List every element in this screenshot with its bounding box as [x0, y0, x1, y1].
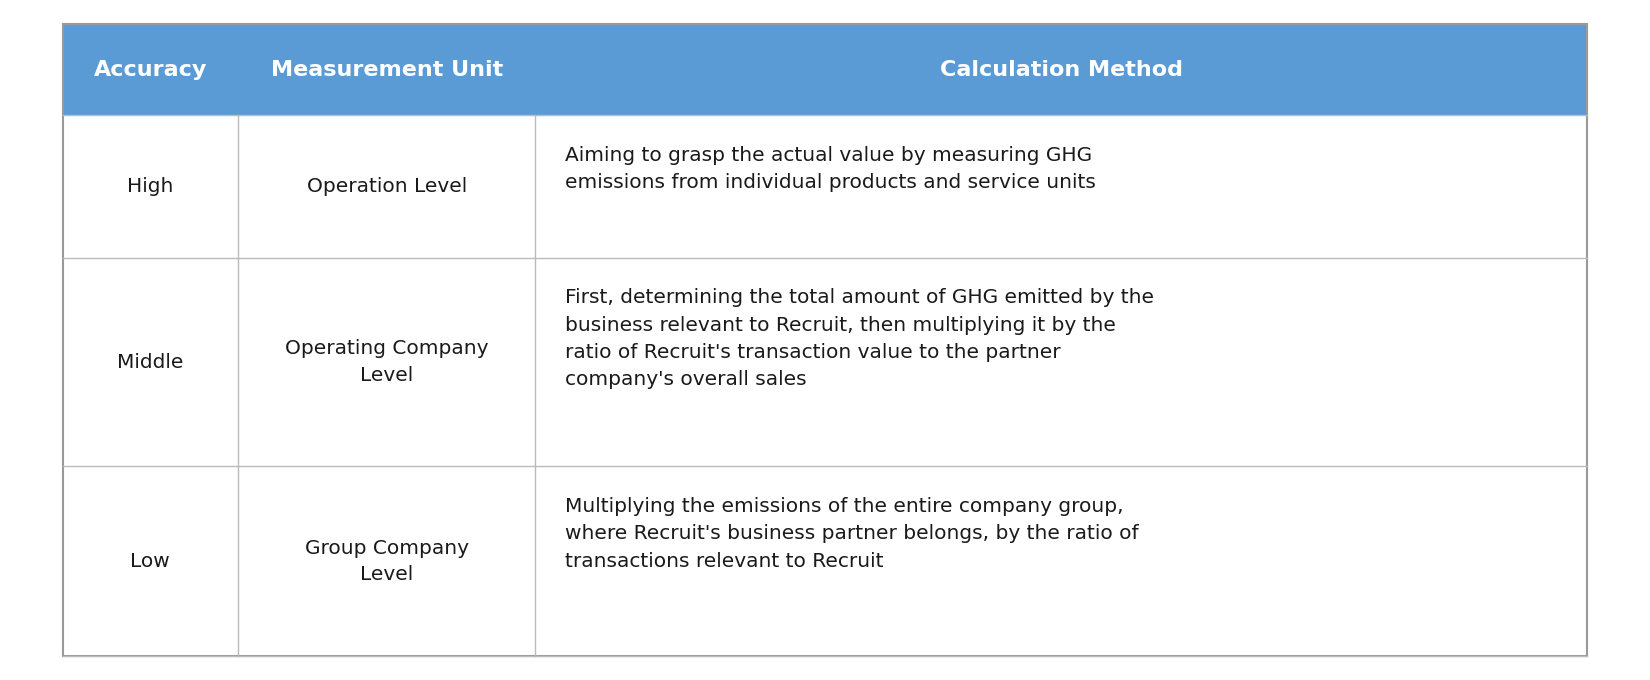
Text: Low: Low — [130, 552, 170, 571]
Text: Operation Level: Operation Level — [307, 177, 467, 196]
Bar — [63, 258, 238, 466]
Bar — [238, 466, 535, 656]
Bar — [238, 116, 535, 258]
Text: Calculation Method: Calculation Method — [940, 60, 1183, 80]
Text: Middle: Middle — [117, 353, 183, 372]
Text: Measurement Unit: Measurement Unit — [271, 60, 503, 80]
Bar — [535, 258, 1587, 466]
Text: Operating Company
Level: Operating Company Level — [285, 339, 488, 385]
Bar — [535, 24, 1587, 116]
Text: Multiplying the emissions of the entire company group,
where Recruit's business : Multiplying the emissions of the entire … — [564, 497, 1138, 571]
Bar — [238, 258, 535, 466]
Bar — [63, 24, 238, 116]
Text: High: High — [127, 177, 173, 196]
Bar — [63, 116, 238, 258]
Bar — [63, 466, 238, 656]
Text: Aiming to grasp the actual value by measuring GHG
emissions from individual prod: Aiming to grasp the actual value by meas… — [564, 146, 1096, 192]
Text: First, determining the total amount of GHG emitted by the
business relevant to R: First, determining the total amount of G… — [564, 288, 1153, 389]
Bar — [535, 466, 1587, 656]
Text: Group Company
Level: Group Company Level — [305, 539, 469, 584]
Bar — [535, 116, 1587, 258]
Text: Accuracy: Accuracy — [94, 60, 206, 80]
Bar — [238, 24, 535, 116]
